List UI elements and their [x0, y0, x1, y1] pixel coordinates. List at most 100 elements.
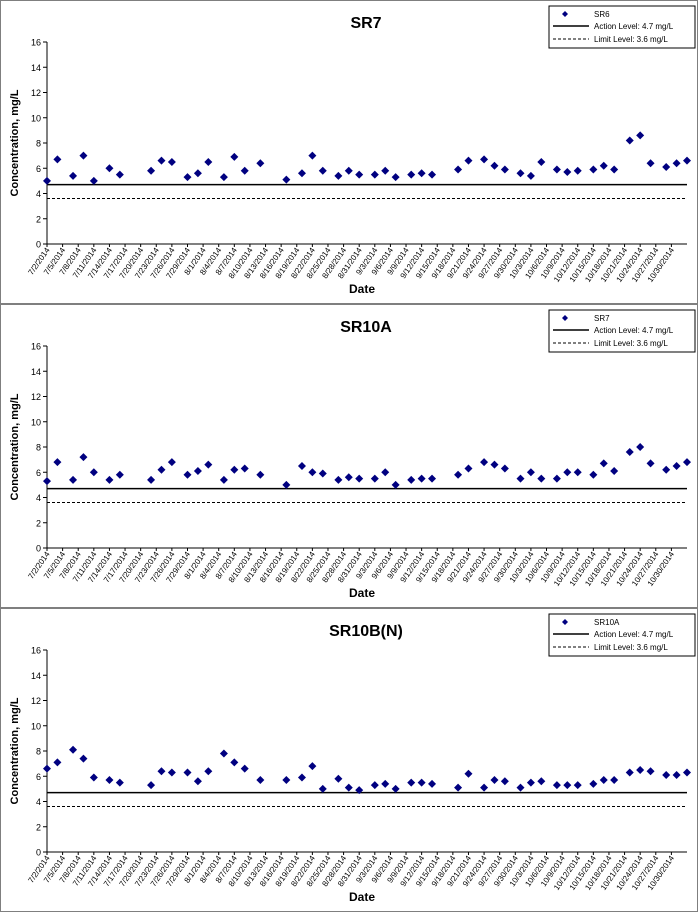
data-point — [256, 470, 265, 479]
data-point — [625, 448, 634, 457]
data-point — [167, 157, 176, 166]
data-point — [183, 173, 192, 182]
chart-title: SR10B(N) — [329, 623, 403, 640]
data-point — [573, 166, 582, 175]
y-tick-label: 14 — [31, 367, 41, 377]
data-point — [308, 468, 317, 477]
data-point — [79, 151, 88, 160]
data-point — [183, 470, 192, 479]
data-point — [552, 165, 561, 174]
data-point — [516, 783, 525, 792]
chart-sr10a: SR10A Concentration, mg/L Date 0 2 4 6 8 10 12 14 1… — [9, 309, 696, 600]
data-point — [256, 776, 265, 785]
data-point — [53, 458, 62, 467]
chart-panel-sr10bn: SR10B(N) Concentration, mg/L Date 0 2 4 6 8 10 12… — [0, 608, 698, 912]
data-point — [167, 768, 176, 777]
data-point — [204, 767, 213, 776]
data-point — [240, 166, 249, 175]
data-point — [526, 778, 535, 787]
data-point — [563, 468, 572, 477]
chart-panel-sr7: SR7 Concentration, mg/L Date 0 2 4 6 8 10 12 14 16 7… — [0, 0, 698, 304]
data-point — [69, 475, 78, 484]
data-point — [53, 155, 62, 164]
data-point — [344, 473, 353, 482]
data-point — [308, 762, 317, 771]
data-point — [662, 162, 671, 171]
chart-panel-sr10a: SR10A Concentration, mg/L Date 0 2 4 6 8 10 12 14 1… — [0, 304, 698, 608]
data-point — [230, 152, 239, 161]
legend-label-action: Action Level: 4.7 mg/L — [594, 326, 674, 335]
legend-box — [548, 613, 696, 657]
data-point — [636, 765, 645, 774]
data-point — [417, 474, 426, 483]
y-tick-label: 8 — [36, 747, 41, 757]
data-point — [219, 173, 228, 182]
data-point — [105, 164, 114, 173]
data-point — [428, 779, 437, 788]
data-point — [610, 466, 619, 475]
data-point — [500, 165, 509, 174]
data-point — [69, 745, 78, 754]
data-point — [167, 458, 176, 467]
data-point — [69, 171, 78, 180]
y-tick-label: 4 — [36, 189, 41, 199]
y-tick-label: 6 — [36, 468, 41, 478]
data-point — [480, 155, 489, 164]
data-point — [79, 453, 88, 462]
data-point — [318, 784, 327, 793]
data-point — [589, 470, 598, 479]
legend-label-action: Action Level: 4.7 mg/L — [594, 630, 674, 639]
data-point — [240, 764, 249, 773]
y-tick-label: 0 — [36, 240, 41, 250]
data-point — [381, 166, 390, 175]
data-point — [464, 769, 473, 778]
data-point — [500, 464, 509, 473]
data-point — [355, 474, 364, 483]
y-tick-label: 2 — [36, 518, 41, 528]
data-point — [115, 470, 124, 479]
data-point — [417, 169, 426, 178]
y-tick-label: 6 — [36, 164, 41, 174]
data-point — [297, 461, 306, 470]
legend-label-series: SR7 — [594, 314, 610, 323]
data-point — [381, 779, 390, 788]
data-point — [464, 464, 473, 473]
data-point — [500, 777, 509, 786]
data-point — [662, 465, 671, 474]
data-point — [297, 169, 306, 178]
data-point — [183, 768, 192, 777]
data-point — [193, 777, 202, 786]
data-point — [355, 170, 364, 179]
chart-title: SR10A — [340, 319, 392, 336]
data-point — [334, 475, 343, 484]
legend-label-limit: Limit Level: 3.6 mg/L — [594, 643, 668, 652]
y-tick-label: 8 — [36, 139, 41, 149]
y-tick-label: 0 — [36, 544, 41, 554]
data-point — [204, 157, 213, 166]
data-point — [147, 166, 156, 175]
data-point — [636, 131, 645, 140]
data-point — [526, 171, 535, 180]
data-point — [464, 156, 473, 165]
data-point — [454, 165, 463, 174]
y-tick-label: 4 — [36, 797, 41, 807]
y-tick-label: 14 — [31, 671, 41, 681]
data-point — [89, 468, 98, 477]
data-point — [407, 170, 416, 179]
data-point — [147, 781, 156, 790]
y-tick-label: 14 — [31, 63, 41, 73]
data-point — [344, 783, 353, 792]
data-point — [297, 773, 306, 782]
y-axis-label: Concentration, mg/L — [9, 393, 21, 500]
data-point — [89, 176, 98, 185]
data-point — [480, 458, 489, 467]
data-point — [282, 776, 291, 785]
data-point — [672, 770, 681, 779]
data-point — [391, 784, 400, 793]
legend-label-action: Action Level: 4.7 mg/L — [594, 22, 674, 31]
legend-label-series: SR10A — [594, 618, 620, 627]
data-point — [230, 758, 239, 767]
data-point — [157, 156, 166, 165]
x-axis-label: Date — [349, 890, 375, 904]
